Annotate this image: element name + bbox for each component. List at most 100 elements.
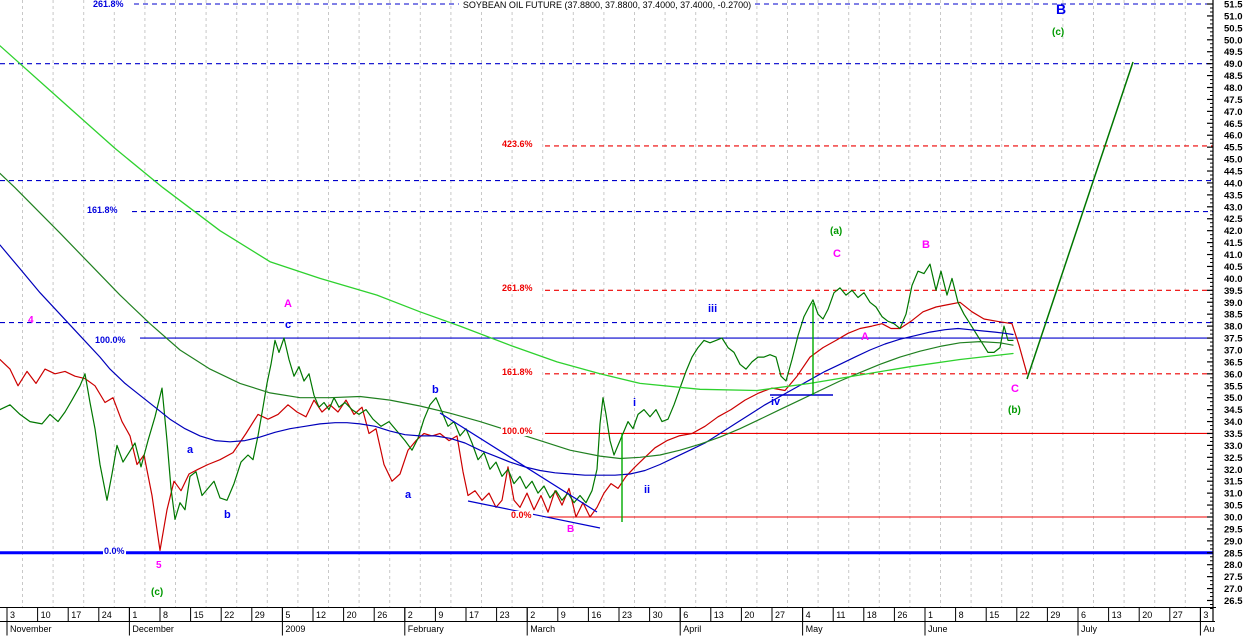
x-axis-week-label: 11 xyxy=(836,610,845,620)
x-axis-week-label: 23 xyxy=(500,610,510,620)
x-axis-week-label: 1 xyxy=(132,610,137,620)
trendline-feb-decline-upper xyxy=(439,412,598,513)
x-axis-week-label: 30 xyxy=(653,610,663,620)
x-axis-week-label: 29 xyxy=(255,610,265,620)
elliott-wave-label: c xyxy=(285,319,292,331)
y-axis-label: 48.0 xyxy=(1224,83,1243,94)
y-axis-label: 38.0 xyxy=(1224,322,1243,333)
x-axis-month-label: 2009 xyxy=(285,624,305,634)
elliott-wave-label: C xyxy=(833,248,841,260)
x-axis-week-label: 27 xyxy=(775,610,785,620)
y-axis-label: 33.0 xyxy=(1224,441,1243,452)
elliott-wave-label: (a) xyxy=(830,226,843,237)
elliott-wave-label: iii xyxy=(708,303,718,315)
y-axis-label: 26.5 xyxy=(1224,596,1243,607)
x-axis-week-label: 4 xyxy=(806,610,811,620)
x-axis-week-label: 2 xyxy=(408,610,413,620)
y-axis-label: 37.0 xyxy=(1224,345,1243,356)
y-axis-label: 48.5 xyxy=(1224,71,1243,82)
y-axis-label: 39.0 xyxy=(1224,298,1243,309)
y-axis-label: 44.5 xyxy=(1224,167,1243,178)
fib-level-label: 0.0% xyxy=(103,546,126,556)
y-axis-label: 45.0 xyxy=(1224,155,1243,166)
x-axis-week-label: 15 xyxy=(989,610,999,620)
x-axis-week-label: 10 xyxy=(41,610,51,620)
y-axis-label: 43.0 xyxy=(1224,202,1243,213)
y-axis-label: 35.0 xyxy=(1224,393,1243,404)
y-axis-label: 32.5 xyxy=(1224,453,1243,464)
x-axis-week-label: 18 xyxy=(867,610,877,620)
elliott-wave-label: b xyxy=(224,509,231,521)
x-axis-week-label: 26 xyxy=(377,610,387,620)
x-axis-week-label: 3 xyxy=(1203,610,1208,620)
elliott-wave-label: (c) xyxy=(1052,27,1065,38)
y-axis-label: 39.5 xyxy=(1224,286,1243,297)
x-axis-month-label: April xyxy=(683,624,701,634)
weekly-gridlines xyxy=(22,0,1186,607)
y-axis-label: 50.0 xyxy=(1224,35,1243,46)
y-axis-label: 35.5 xyxy=(1224,381,1243,392)
series-ma-green-medium xyxy=(0,172,1014,460)
y-axis-label: 32.0 xyxy=(1224,465,1243,476)
y-axis-label: 41.0 xyxy=(1224,250,1243,261)
y-axis-label: 30.5 xyxy=(1224,501,1243,512)
y-axis-label: 42.5 xyxy=(1224,214,1243,225)
elliott-wave-label: 4 xyxy=(28,315,34,326)
x-axis-week-label: 17 xyxy=(469,610,479,620)
y-axis-label: 51.5 xyxy=(1224,0,1243,11)
y-axis-label: 42.0 xyxy=(1224,226,1243,237)
y-axis-label: 29.5 xyxy=(1224,524,1243,535)
y-axis-label: 27.5 xyxy=(1224,572,1243,583)
y-axis-label: 30.0 xyxy=(1224,512,1243,523)
x-axis-month-label: March xyxy=(530,624,555,634)
drawn-lines xyxy=(439,61,1134,529)
elliott-wave-label: A xyxy=(284,298,292,310)
y-axis-label: 37.5 xyxy=(1224,334,1243,345)
x-axis-week-label: 3 xyxy=(10,610,15,620)
x-axis-week-label: 17 xyxy=(71,610,81,620)
elliott-wave-label: iv xyxy=(771,396,781,408)
y-axis-label: 36.5 xyxy=(1224,357,1243,368)
y-axis-label: 31.0 xyxy=(1224,489,1243,500)
x-axis-week-label: 6 xyxy=(683,610,688,620)
y-axis-label: 51.0 xyxy=(1224,11,1243,22)
x-axis-month-label: November xyxy=(10,624,52,634)
x-axis-week-label: 22 xyxy=(1020,610,1030,620)
y-axis-label: 38.5 xyxy=(1224,310,1243,321)
x-axis-week-label: 8 xyxy=(959,610,964,620)
fib-level-label: 100.0% xyxy=(94,335,127,345)
x-axis-week-label: 29 xyxy=(1050,610,1060,620)
y-axis-label: 46.0 xyxy=(1224,131,1243,142)
y-axis-label: 49.5 xyxy=(1224,47,1243,58)
x-axis-week-label: 6 xyxy=(1081,610,1086,620)
y-axis-label: 28.0 xyxy=(1224,560,1243,571)
y-axis-label: 41.5 xyxy=(1224,238,1243,249)
x-axis-week-label: 23 xyxy=(622,610,632,620)
x-axis-week-label: 1 xyxy=(928,610,933,620)
x-axis-month-label: July xyxy=(1081,624,1098,634)
elliott-wave-label: B xyxy=(1056,1,1067,17)
x-axis-week-label: 5 xyxy=(285,610,290,620)
y-axis-label: 47.0 xyxy=(1224,107,1243,118)
series-price-green xyxy=(0,263,1014,521)
y-axis-label: 47.5 xyxy=(1224,95,1243,106)
elliott-wave-label: b xyxy=(432,384,439,396)
x-axis-week-label: 20 xyxy=(347,610,357,620)
elliott-wave-label: B xyxy=(567,524,575,535)
elliott-wave-label: (b) xyxy=(1008,405,1021,416)
y-axis-label: 34.0 xyxy=(1224,417,1243,428)
y-axis-label: 40.5 xyxy=(1224,262,1243,273)
elliott-wave-label: (c) xyxy=(151,587,164,598)
x-axis-week-label: 9 xyxy=(561,610,566,620)
x-axis-week-label: 9 xyxy=(438,610,443,620)
x-axis-week-label: 22 xyxy=(224,610,234,620)
elliott-wave-label: B xyxy=(922,239,930,251)
x-axis-month-label: February xyxy=(408,624,445,634)
series-price-red xyxy=(0,301,1028,552)
x-axis-week-label: 15 xyxy=(194,610,204,620)
y-axis: 51.551.050.550.049.549.048.548.047.547.0… xyxy=(1207,0,1243,621)
y-axis-label: 36.0 xyxy=(1224,369,1243,380)
x-axis-week-label: 13 xyxy=(1112,610,1122,620)
